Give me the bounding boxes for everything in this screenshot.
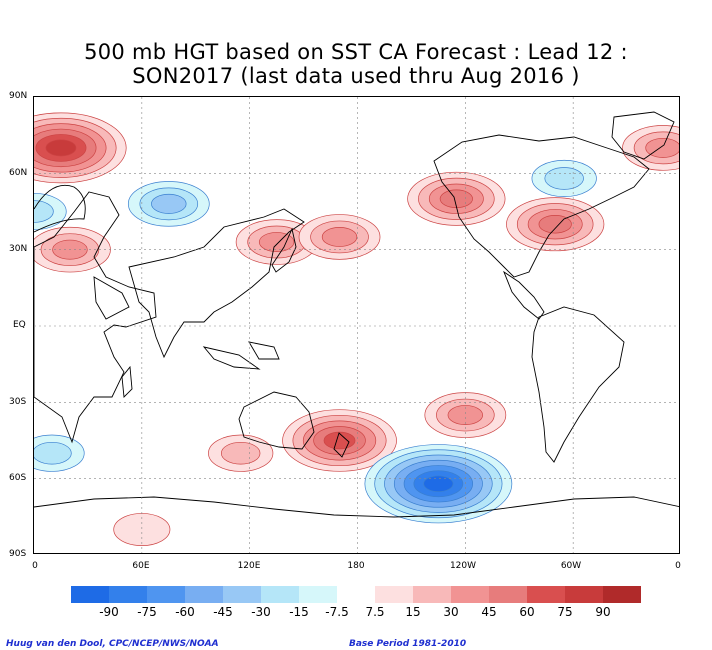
map-svg [34,97,679,553]
anomaly-contour [544,167,584,190]
chart-title-line1: 500 mb HGT based on SST CA Forecast : Le… [84,40,628,64]
anomaly-contour [423,475,454,492]
legend-label: -75 [137,605,157,619]
credit-base-period: Base Period 1981-2010 [349,639,467,649]
legend-swatch [109,586,147,603]
legend-swatch [147,586,185,603]
lat-label-eq: EQ [13,320,26,330]
chart-title-line2: SON2017 (last data used thru Aug 2016 ) [132,64,580,88]
lon-label-60e: 60E [132,561,150,571]
legend-swatch [603,586,641,603]
color-legend [71,586,641,603]
legend-swatch [375,586,413,603]
legend-swatch [413,586,451,603]
lon-label-120w: 120W [449,561,477,571]
legend-swatch [261,586,299,603]
lat-label-90s: 90S [9,549,27,559]
anomaly-contour [151,193,187,214]
legend-label: 90 [595,605,611,619]
legend-label: 30 [443,605,459,619]
legend-swatch [299,586,337,603]
lon-label-60w: 60W [560,561,582,571]
lat-label-30n: 30N [9,244,28,254]
lon-label-120e: 120E [237,561,261,571]
legend-label: -60 [175,605,195,619]
anomaly-contour [321,226,358,247]
anomaly-contour [645,137,679,158]
coastlines [34,111,679,518]
anomaly-contour [34,441,72,465]
lat-label-30s: 30S [9,397,27,407]
legend-swatch [489,586,527,603]
legend-label: 60 [519,605,535,619]
graticule [34,97,679,553]
legend-swatch [71,586,109,603]
anomaly-contour [323,431,356,450]
anomaly-contour [220,441,261,465]
credit-author: Huug van den Dool, CPC/NCEP/NWS/NOAA [6,639,219,649]
anomaly-map [33,96,680,554]
legend-swatch [451,586,489,603]
legend-label: 15 [405,605,421,619]
anomaly-contour [258,232,295,252]
lon-label-180: 180 [347,561,365,571]
legend-label: -45 [213,605,233,619]
legend-label: 75 [557,605,573,619]
anomaly-contour [447,405,484,426]
lat-label-90n: 90N [9,91,28,101]
legend-label: -30 [251,605,271,619]
lat-label-60n: 60N [9,168,28,178]
legend-swatch [223,586,261,603]
anomaly-contour [45,139,77,157]
lat-label-60s: 60S [9,473,27,483]
legend-swatch [185,586,223,603]
legend-label: 45 [481,605,497,619]
legend-swatch [337,586,375,603]
lon-label-0-left: 0 [32,561,38,571]
legend-label: -7.5 [325,605,349,619]
lon-label-0-right: 0 [675,561,681,571]
legend-label: -90 [99,605,119,619]
legend-swatch [527,586,565,603]
legend-label: -15 [289,605,309,619]
legend-swatch [565,586,603,603]
legend-label: 7.5 [365,605,385,619]
anomaly-contours [34,112,679,547]
anomaly-contour [34,200,54,223]
